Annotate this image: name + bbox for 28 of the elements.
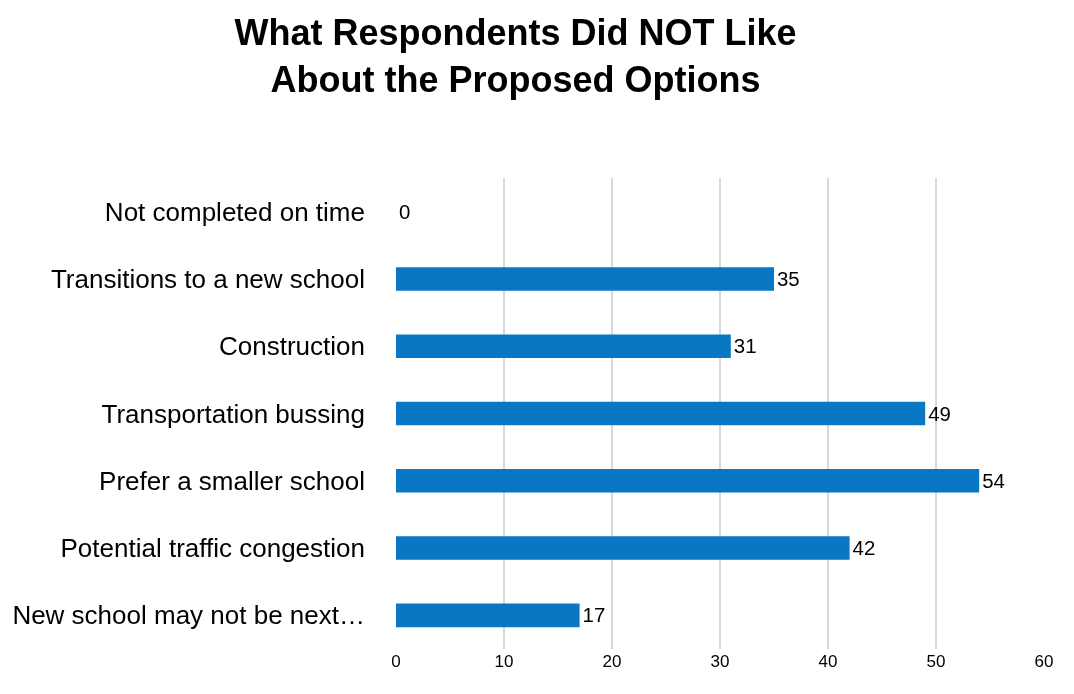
- data-label: 31: [733, 335, 757, 358]
- y-tick-label: Transportation bussing: [101, 398, 365, 429]
- y-tick-label: New school may not be next…: [12, 600, 365, 631]
- y-tick-label: Transitions to a new school: [50, 264, 365, 295]
- x-tick-label: 60: [1034, 652, 1054, 671]
- x-tick-label: 20: [602, 652, 622, 671]
- bar: [396, 536, 850, 560]
- x-tick-label: 10: [494, 652, 514, 671]
- data-label: 17: [582, 604, 606, 627]
- data-label: 0: [399, 200, 411, 223]
- y-tick-label: Not completed on time: [104, 196, 365, 227]
- chart-title: What Respondents Did NOT Like About the Proposed Options: [234, 12, 797, 100]
- y-tick-label: Potential traffic congestion: [60, 533, 365, 564]
- bar: [396, 401, 926, 426]
- data-label: 54: [982, 469, 1005, 492]
- data-label: 49: [928, 402, 951, 425]
- y-tick-label: Prefer a smaller school: [99, 465, 365, 496]
- bar: [396, 603, 580, 628]
- data-label: 35: [777, 267, 800, 290]
- y-tick-label: Construction: [219, 331, 365, 362]
- x-tick-label: 40: [818, 652, 838, 671]
- data-label: 42: [852, 537, 876, 560]
- bar: [396, 267, 774, 291]
- x-tick-label: 0: [391, 652, 401, 671]
- bar: [396, 334, 731, 358]
- x-tick-label: 30: [710, 652, 730, 671]
- bar: [396, 469, 980, 493]
- x-tick-label: 50: [926, 652, 946, 671]
